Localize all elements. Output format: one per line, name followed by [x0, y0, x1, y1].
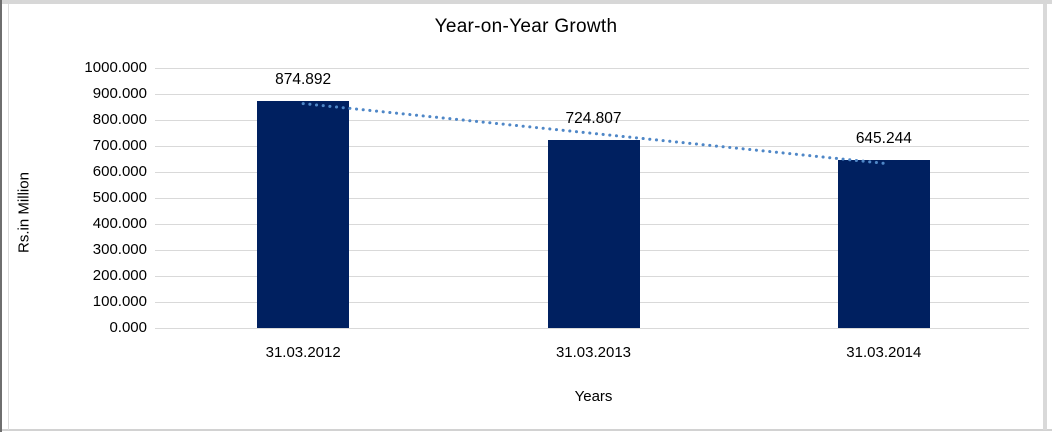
gridline — [155, 68, 1029, 69]
gridline — [155, 328, 1029, 329]
y-tick-label: 400.000 — [92, 215, 147, 232]
y-tick-label: 500.000 — [92, 189, 147, 206]
frame-left-border — [0, 0, 2, 432]
frame-bottom-border — [0, 429, 1052, 431]
data-label: 874.892 — [275, 70, 332, 88]
bar — [257, 100, 350, 328]
y-tick-label: 900.000 — [92, 85, 147, 102]
y-tick-label: 200.000 — [92, 267, 147, 284]
y-tick-label: 300.000 — [92, 241, 147, 258]
frame-left-inner-border — [8, 4, 9, 430]
data-label: 645.244 — [855, 130, 912, 148]
y-axis-tick-labels: 1000.000 900.000 800.000 700.000 600.000 500.… — [0, 0, 147, 432]
x-tick-label: 31.03.2014 — [846, 344, 922, 361]
data-label: 724.807 — [565, 109, 622, 127]
frame-top-border — [0, 0, 1052, 4]
chart-title: Year-on-Year Growth — [434, 16, 618, 37]
y-tick-label: 0.000 — [109, 319, 147, 336]
bar — [547, 139, 640, 328]
frame-right-border — [1043, 4, 1047, 430]
x-axis-title: Years — [574, 388, 613, 405]
y-tick-label: 700.000 — [92, 137, 147, 154]
y-tick-label: 100.000 — [92, 293, 147, 310]
y-tick-label: 600.000 — [92, 163, 147, 180]
x-tick-label: 31.03.2012 — [265, 344, 341, 361]
gridline — [155, 94, 1029, 95]
y-tick-label: 800.000 — [92, 111, 147, 128]
x-tick-label: 31.03.2013 — [555, 344, 632, 361]
y-tick-label: 1000.000 — [84, 59, 147, 76]
bar — [837, 160, 930, 328]
